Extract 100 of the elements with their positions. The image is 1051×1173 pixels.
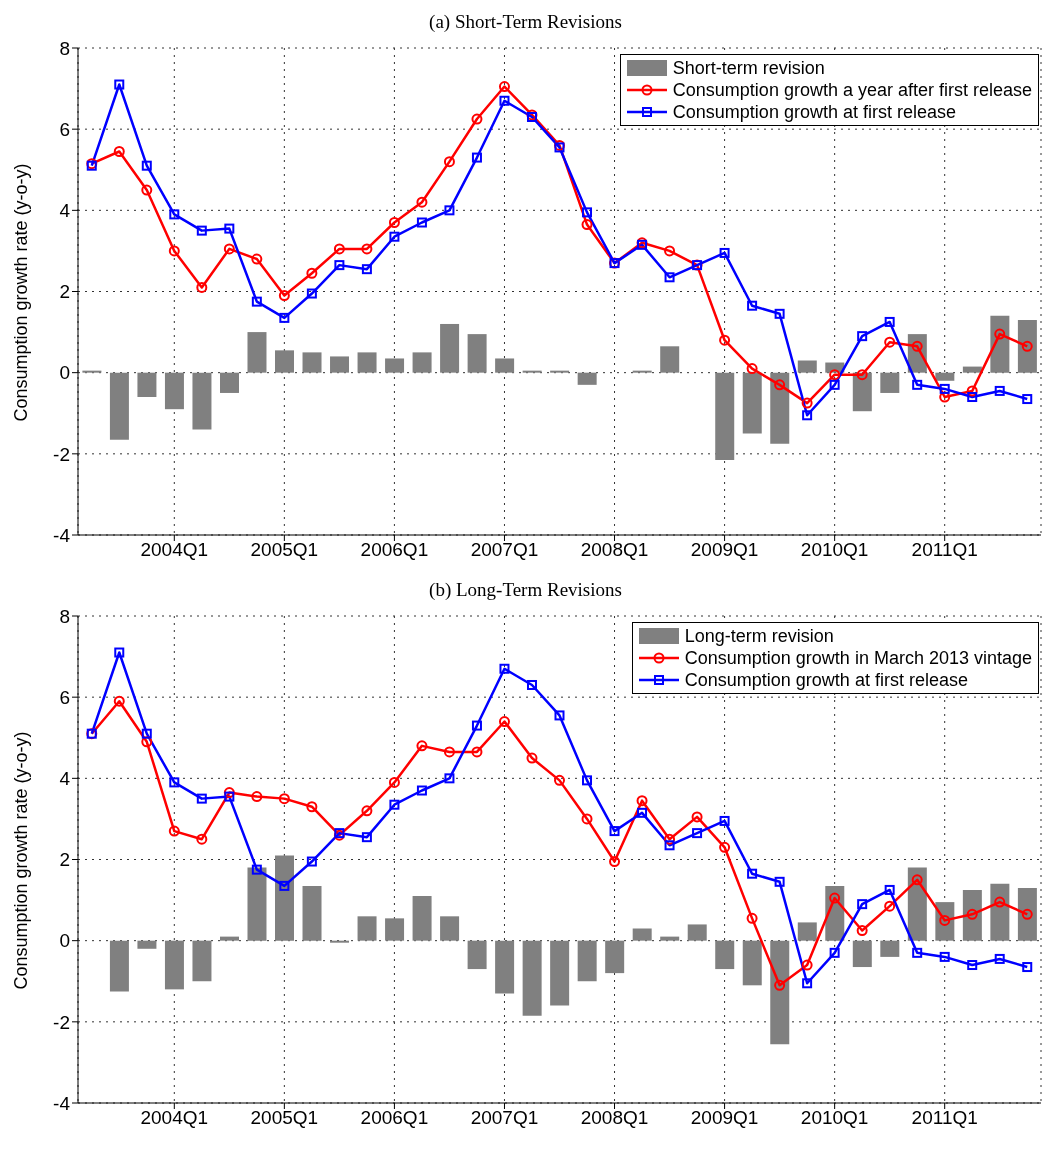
point [664,272,675,283]
point [719,334,731,346]
point [719,815,730,826]
point [416,196,428,208]
bar [990,883,1010,941]
bar [495,940,515,994]
bar [522,940,542,1016]
point [416,785,427,796]
point [196,281,208,293]
point [141,728,152,739]
point [306,267,318,279]
x-tick-label: 2005Q1 [250,1107,319,1129]
point [196,225,207,236]
point [471,746,483,758]
point [582,207,593,218]
bar [219,372,239,393]
bar [962,889,982,941]
point [443,746,455,758]
point [279,880,290,891]
y-tick-label: -2 [53,443,70,465]
point [691,811,703,823]
point [168,825,180,837]
point [334,260,345,271]
point [884,900,896,912]
bar [797,922,817,941]
point [443,156,455,168]
x-tick-label: 2004Q1 [140,539,209,561]
point [911,874,923,886]
point [774,308,785,319]
point [141,184,153,196]
point [912,379,923,390]
bar [770,372,790,444]
bar [247,332,267,373]
point [499,663,510,674]
point [856,369,868,381]
point [1022,394,1033,405]
legend-label: Short-term revision [672,57,825,79]
bar [742,372,762,434]
point [333,243,345,255]
point [498,81,510,93]
x-tick-label: 2007Q1 [470,539,539,561]
point [361,243,373,255]
point [664,245,676,257]
bar [440,323,460,373]
bar [357,352,377,373]
x-tick-label: 2006Q1 [360,1107,429,1129]
y-tick-label: -2 [53,1011,70,1033]
bar [1017,319,1037,373]
bar [275,855,294,941]
bar [852,940,872,968]
bar [632,928,652,941]
bar [109,940,129,992]
bar [935,372,955,381]
point [526,679,537,690]
chart-title: (b) Long-Term Revisions [428,578,623,602]
point [113,145,125,157]
x-tick-label: 2006Q1 [360,539,429,561]
y-tick-label: 2 [59,281,70,303]
point [939,951,950,962]
bar [577,940,597,982]
bar [137,372,157,398]
point [939,391,951,403]
point [389,231,400,242]
y-axis-title: Consumption growth rate (y-o-y) [11,163,32,422]
point [857,331,868,342]
point [746,912,758,924]
bar [412,352,432,373]
point [911,340,923,352]
bar [550,370,570,373]
y-tick-label: -4 [53,1092,71,1114]
bar [109,372,129,440]
bar [660,346,680,373]
point [499,95,510,106]
chart-title: (a) Short-Term Revisions [428,10,623,34]
bar [412,896,432,941]
point [416,740,428,752]
bar [192,372,212,430]
y-tick-label: 4 [59,200,71,222]
x-tick-label: 2011Q1 [911,1107,978,1129]
point [223,243,235,255]
x-tick-label: 2011Q1 [911,539,978,561]
point [169,777,180,788]
bar [715,940,735,970]
point [251,253,263,265]
point [388,776,400,788]
point [361,832,372,843]
legend-label: Consumption growth at first release [684,669,968,691]
bar [385,358,405,373]
point [306,801,318,813]
x-tick-label: 2004Q1 [140,1107,209,1129]
point [471,113,483,125]
point [223,787,235,799]
y-tick-label: 8 [59,605,70,627]
point [774,379,786,391]
y-tick-label: 2 [59,849,70,871]
bar [192,940,212,982]
bar [330,356,350,373]
y-tick-label: -4 [53,524,71,546]
point [141,160,152,171]
point [829,947,840,958]
